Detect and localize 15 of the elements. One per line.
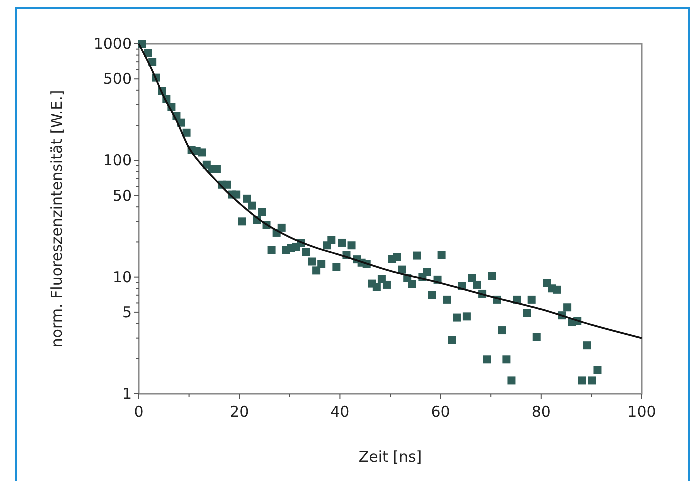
x-tick-label: 0 [134,403,144,421]
x-tick-label: 60 [431,403,450,421]
x-tick-label: 80 [532,403,551,421]
x-tick-label: 100 [628,403,656,421]
y-tick-label: 500 [103,70,132,88]
x-axis-title: Zeit [ns] [358,448,422,466]
y-tick-label: 5 [122,303,132,322]
y-tick-label: 100 [103,152,132,170]
y-tick-label: 50 [112,186,132,205]
x-tick-label: 40 [330,403,350,421]
y-axis-title: norm. Fluoreszenzintensität [W.E.] [48,90,66,348]
x-tick-label: 20 [230,403,250,421]
y-tick-label: 1000 [94,35,132,53]
y-tick-label: 10 [112,268,132,286]
y-tick-label: 1 [122,385,132,403]
